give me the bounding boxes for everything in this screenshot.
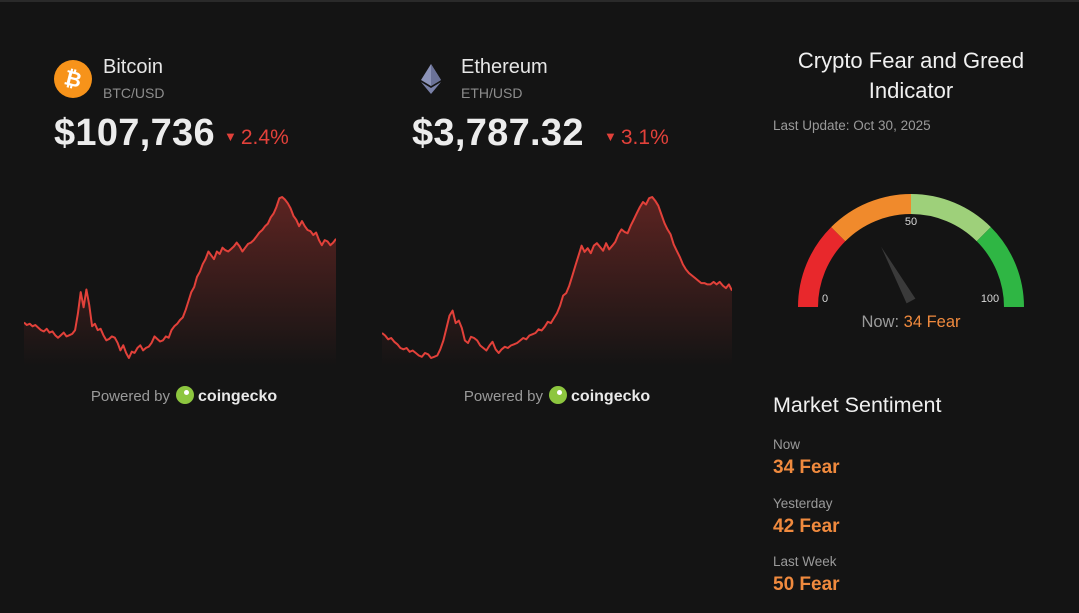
gauge-segment-extreme-greed [976, 227, 1024, 308]
bitcoin-icon: ₿ [54, 60, 92, 98]
gauge-now: Now: 34 Fear [790, 313, 1032, 332]
gauge-label-mid: 50 [905, 216, 917, 228]
sparkline-area [382, 197, 732, 366]
sentiment-value: 34 Fear [773, 457, 840, 478]
gauge-segment-fear [831, 194, 912, 242]
coin-pair: ETH/USD [461, 85, 523, 101]
fear-greed-gauge: 50 0 100 [798, 194, 1024, 308]
powered-by-text: Powered by [463, 388, 544, 405]
powered-by[interactable]: Powered by coingecko [382, 386, 732, 406]
fear-greed-title: Crypto Fear and Greed Indicator [797, 48, 1025, 103]
gauge-now-value: 34 Fear [903, 313, 961, 331]
powered-by[interactable]: Powered by coingecko [24, 386, 344, 406]
provider-name: coingecko [198, 388, 278, 405]
coingecko-logo-icon [549, 386, 568, 404]
price-sparkline [382, 196, 732, 366]
sentiment-value: 42 Fear [773, 516, 840, 537]
sentiment-item-last-week: Last Week 50 Fear [773, 554, 840, 596]
price-sparkline [24, 196, 336, 366]
coin-price: $107,736 [54, 112, 215, 154]
last-update: Last Update: Oct 30, 2025 [773, 118, 931, 133]
sentiment-item-yesterday: Yesterday 42 Fear [773, 496, 840, 538]
gauge-label-min: 0 [822, 293, 828, 305]
coin-name: Ethereum [461, 56, 548, 78]
ethereum-widget[interactable]: Ethereum ETH/USD $3,787.32 ▼ 3.1% Powered… [382, 56, 732, 416]
coin-pair: BTC/USD [103, 85, 165, 101]
down-arrow-icon: ▼ [224, 129, 237, 144]
price-change-value: 2.4% [240, 126, 289, 149]
sparkline-line [382, 196, 732, 359]
sparkline-line [24, 196, 336, 359]
market-sentiment-title: Market Sentiment [773, 393, 942, 417]
sentiment-label: Now [773, 437, 801, 452]
gauge-needle [881, 246, 916, 304]
ethereum-icon [421, 64, 441, 94]
coin-price: $3,787.32 [412, 112, 584, 154]
gauge-segment-greed [910, 194, 991, 242]
svg-text:₿: ₿ [62, 65, 84, 92]
sparkline-area [24, 197, 336, 366]
price-change: ▼ 2.4% [224, 126, 289, 150]
gauge-segment-extreme-fear [798, 227, 846, 308]
bitcoin-widget[interactable]: ₿ Bitcoin BTC/USD $107,736 ▼ 2.4% Powered… [24, 56, 344, 416]
price-change: ▼ 3.1% [604, 126, 669, 150]
coingecko-logo-icon [176, 386, 195, 404]
powered-by-text: Powered by [90, 388, 171, 405]
gauge-now-label: Now: [861, 313, 900, 331]
down-arrow-icon: ▼ [604, 129, 617, 144]
provider-name: coingecko [571, 388, 651, 405]
sentiment-label: Last Week [773, 554, 837, 569]
coin-name: Bitcoin [103, 56, 164, 78]
sentiment-value: 50 Fear [773, 574, 840, 595]
sentiment-label: Yesterday [773, 496, 833, 511]
top-border [0, 0, 1079, 2]
gauge-label-max: 100 [981, 293, 999, 305]
price-change-value: 3.1% [620, 126, 669, 149]
sentiment-item-now: Now 34 Fear [773, 437, 840, 479]
